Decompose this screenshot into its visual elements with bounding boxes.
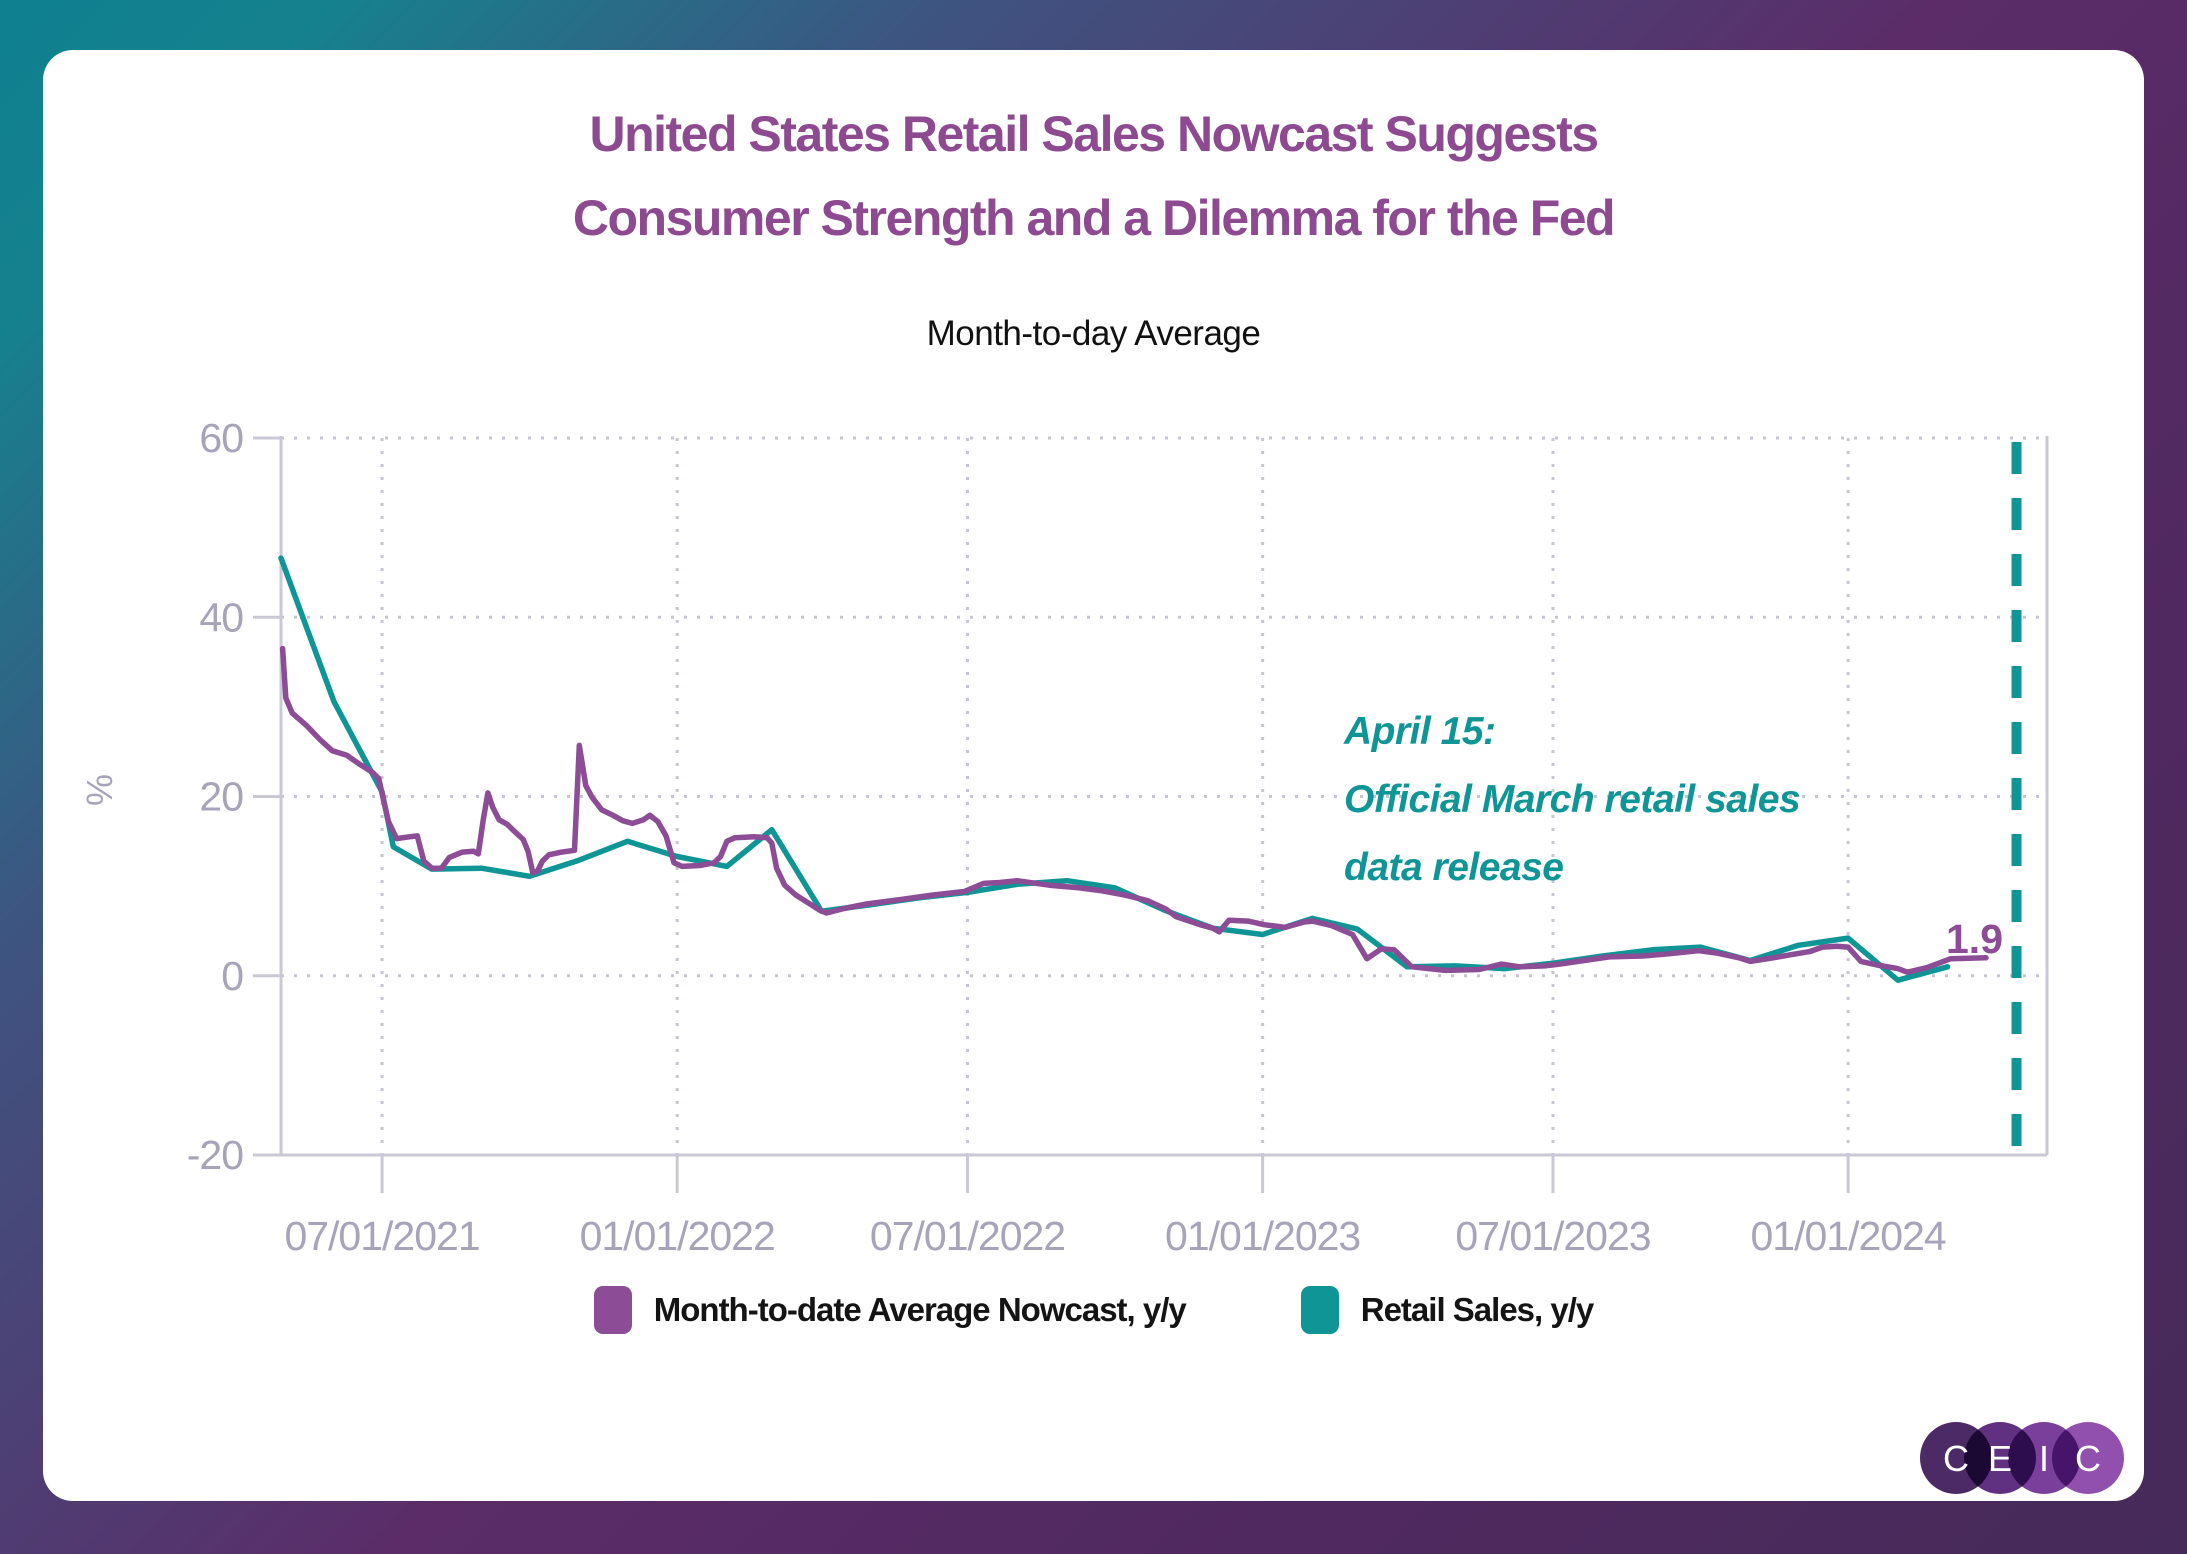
legend-item-retail-sales: Retail Sales, y/y <box>1300 1286 1594 1334</box>
legend-item-nowcast: Month-to-date Average Nowcast, y/y <box>593 1286 1187 1334</box>
page-title: United States Retail Sales Nowcast Sugge… <box>0 92 2187 260</box>
logo-letter: I <box>2039 1438 2049 1479</box>
y-tick-label: -20 <box>187 1132 243 1178</box>
x-tick-label: 01/01/2022 <box>580 1213 775 1259</box>
logo-letter: E <box>1988 1438 2012 1479</box>
y-axis-unit-label: % <box>79 774 120 806</box>
nowcast-legend-label: Month-to-date Average Nowcast, y/y <box>653 1291 1187 1328</box>
x-tick-label: 07/01/2022 <box>870 1213 1065 1259</box>
logo-letter: C <box>2075 1438 2101 1479</box>
annotation-line-3: data release <box>1344 846 1564 889</box>
gridlines <box>281 436 2047 1155</box>
nowcast-swatch <box>593 1286 632 1334</box>
y-tick-label: 40 <box>199 594 243 640</box>
chart-card <box>43 50 2144 1501</box>
axes-and-ticks: 60 40 20 0 -20 07/01/2021 01/01/2022 07/01/2022… <box>187 415 2049 1259</box>
y-tick-label: 60 <box>199 415 243 461</box>
logo-letter: C <box>1943 1438 1969 1479</box>
legend: Month-to-date Average Nowcast, y/y Retai… <box>0 1286 2187 1334</box>
retail-sales-swatch <box>1300 1286 1339 1334</box>
x-tick-label: 07/01/2023 <box>1455 1213 1650 1259</box>
last-value-label: 1.9 <box>1946 916 2003 962</box>
x-tick-label: 01/01/2023 <box>1165 1213 1360 1259</box>
retail-sales-legend-label: Retail Sales, y/y <box>1360 1291 1594 1328</box>
chart-subtitle: Month-to-day Average <box>926 314 1261 353</box>
annotation-line-1: April 15: <box>1343 710 1496 753</box>
page-title-line-2: Consumer Strength and a Dilemma for the … <box>572 190 1616 246</box>
y-tick-label: 0 <box>221 953 243 999</box>
x-tick-label: 07/01/2021 <box>284 1213 479 1259</box>
data-series <box>278 555 1989 983</box>
series-month-to-date-average-nowcast-y-y <box>279 645 1989 975</box>
series-retail-sales-y-y <box>278 555 1951 983</box>
y-tick-label: 20 <box>199 774 243 820</box>
logo-circle <box>2052 1422 2124 1494</box>
annotation-line-2: Official March retail sales <box>1344 778 1800 821</box>
page-title-line-1: United States Retail Sales Nowcast Sugge… <box>589 106 1599 162</box>
x-tick-label: 01/01/2024 <box>1751 1213 1946 1259</box>
